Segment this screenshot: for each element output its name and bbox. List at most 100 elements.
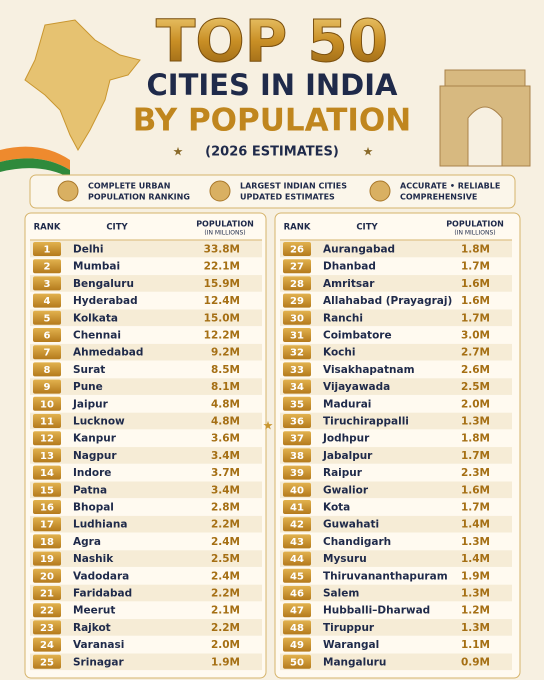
population: 1.3M [461, 622, 490, 634]
city: Nashik [73, 553, 114, 565]
population: 15.9M [204, 278, 240, 290]
city: Raipur [323, 467, 363, 479]
column-header: POPULATION [446, 220, 504, 229]
title-line: BY POPULATION [133, 103, 411, 139]
rank-badge [283, 259, 311, 274]
rank: 49 [290, 640, 304, 651]
population: 3.6M [211, 433, 240, 445]
row-stripe [280, 653, 512, 671]
population: 1.7M [461, 502, 490, 514]
rank-badge [33, 293, 61, 308]
row-stripe [280, 412, 512, 430]
rank-badge [33, 551, 61, 566]
rank: 18 [40, 537, 54, 548]
rank-badge [33, 620, 61, 635]
city: Guwahati [323, 519, 379, 531]
title: TOP 50 [156, 7, 388, 75]
row-stripe [280, 240, 512, 258]
rank: 13 [40, 451, 54, 462]
india-map [24, 19, 141, 152]
city: Patna [73, 484, 107, 496]
population: 8.1M [211, 381, 240, 393]
population: 2.3M [461, 467, 490, 479]
rank: 6 [44, 331, 51, 342]
row-stripe [30, 550, 262, 567]
rank-badge [33, 586, 61, 600]
row-stripe [280, 481, 512, 499]
population: 1.6M [461, 484, 490, 496]
population: 1.3M [461, 588, 490, 600]
row-stripe [30, 412, 262, 430]
feature-text: POPULATION RANKING [88, 193, 190, 202]
row-stripe [280, 343, 512, 361]
rank: 15 [40, 485, 54, 496]
rank: 8 [44, 365, 51, 376]
city: Jabalpur [322, 450, 373, 462]
rank-badge [283, 242, 311, 256]
rank: 47 [290, 606, 304, 617]
rank-badge [283, 362, 311, 377]
population: 3.0M [461, 330, 490, 342]
population: 1.4M [461, 553, 490, 565]
city: Faridabad [73, 588, 132, 600]
population: 2.5M [461, 381, 490, 393]
rank: 31 [290, 331, 304, 342]
population: 2.4M [211, 536, 240, 548]
rank-badge [283, 586, 311, 600]
rank-badge [33, 431, 61, 446]
column-header: CITY [356, 223, 378, 233]
population: 1.9M [461, 570, 490, 582]
rank: 26 [290, 245, 304, 256]
feature-text: UPDATED ESTIMATES [240, 193, 335, 202]
column-header: (IN MILLIONS) [454, 230, 495, 237]
city: Kota [323, 502, 350, 514]
population: 4.8M [211, 416, 240, 428]
population: 2.8M [211, 502, 240, 514]
rank-badge [283, 448, 311, 463]
population: 12.2M [204, 330, 240, 342]
rank-badge [33, 379, 61, 394]
population: 8.5M [211, 364, 240, 376]
city: Nagpur [73, 450, 117, 462]
rank: 9 [44, 382, 51, 393]
rank-badge [33, 500, 61, 514]
city: Bengaluru [73, 278, 134, 290]
city: Lucknow [73, 416, 125, 428]
city: Vadodara [73, 570, 129, 582]
rank: 20 [40, 571, 54, 582]
population: 2.1M [211, 605, 240, 617]
city: Tiruchirappalli [323, 416, 409, 428]
city: Salem [323, 588, 359, 600]
city: Aurangabad [323, 244, 395, 256]
rank-badge [283, 654, 311, 669]
rank-badge [283, 465, 311, 480]
rank-badge [283, 414, 311, 428]
rank-badge [33, 414, 61, 428]
city: Bhopal [73, 502, 114, 514]
city: Mangaluru [323, 656, 386, 668]
population: 1.7M [461, 261, 490, 273]
rank: 42 [290, 520, 304, 531]
population: 1.2M [461, 605, 490, 617]
rank-badge [33, 482, 61, 497]
city: Mysuru [323, 553, 367, 565]
rank: 17 [40, 520, 54, 531]
population: 0.9M [461, 656, 490, 668]
rank-badge [283, 310, 311, 325]
feature-bar [29, 174, 516, 209]
column-header: CITY [106, 223, 128, 233]
row-stripe [280, 309, 512, 327]
city: Chandigarh [323, 536, 391, 548]
rank-badge [33, 517, 61, 532]
city: Jodhpur [322, 433, 370, 445]
population: 2.0M [461, 398, 490, 410]
rank-badge [283, 534, 311, 549]
rank: 45 [290, 571, 304, 582]
rank-badge [33, 568, 61, 583]
city: Srinagar [73, 656, 125, 668]
row-stripe [280, 619, 512, 636]
rank-badge [33, 242, 61, 256]
row-stripe [30, 584, 262, 602]
city: Ahmedabad [73, 347, 143, 359]
